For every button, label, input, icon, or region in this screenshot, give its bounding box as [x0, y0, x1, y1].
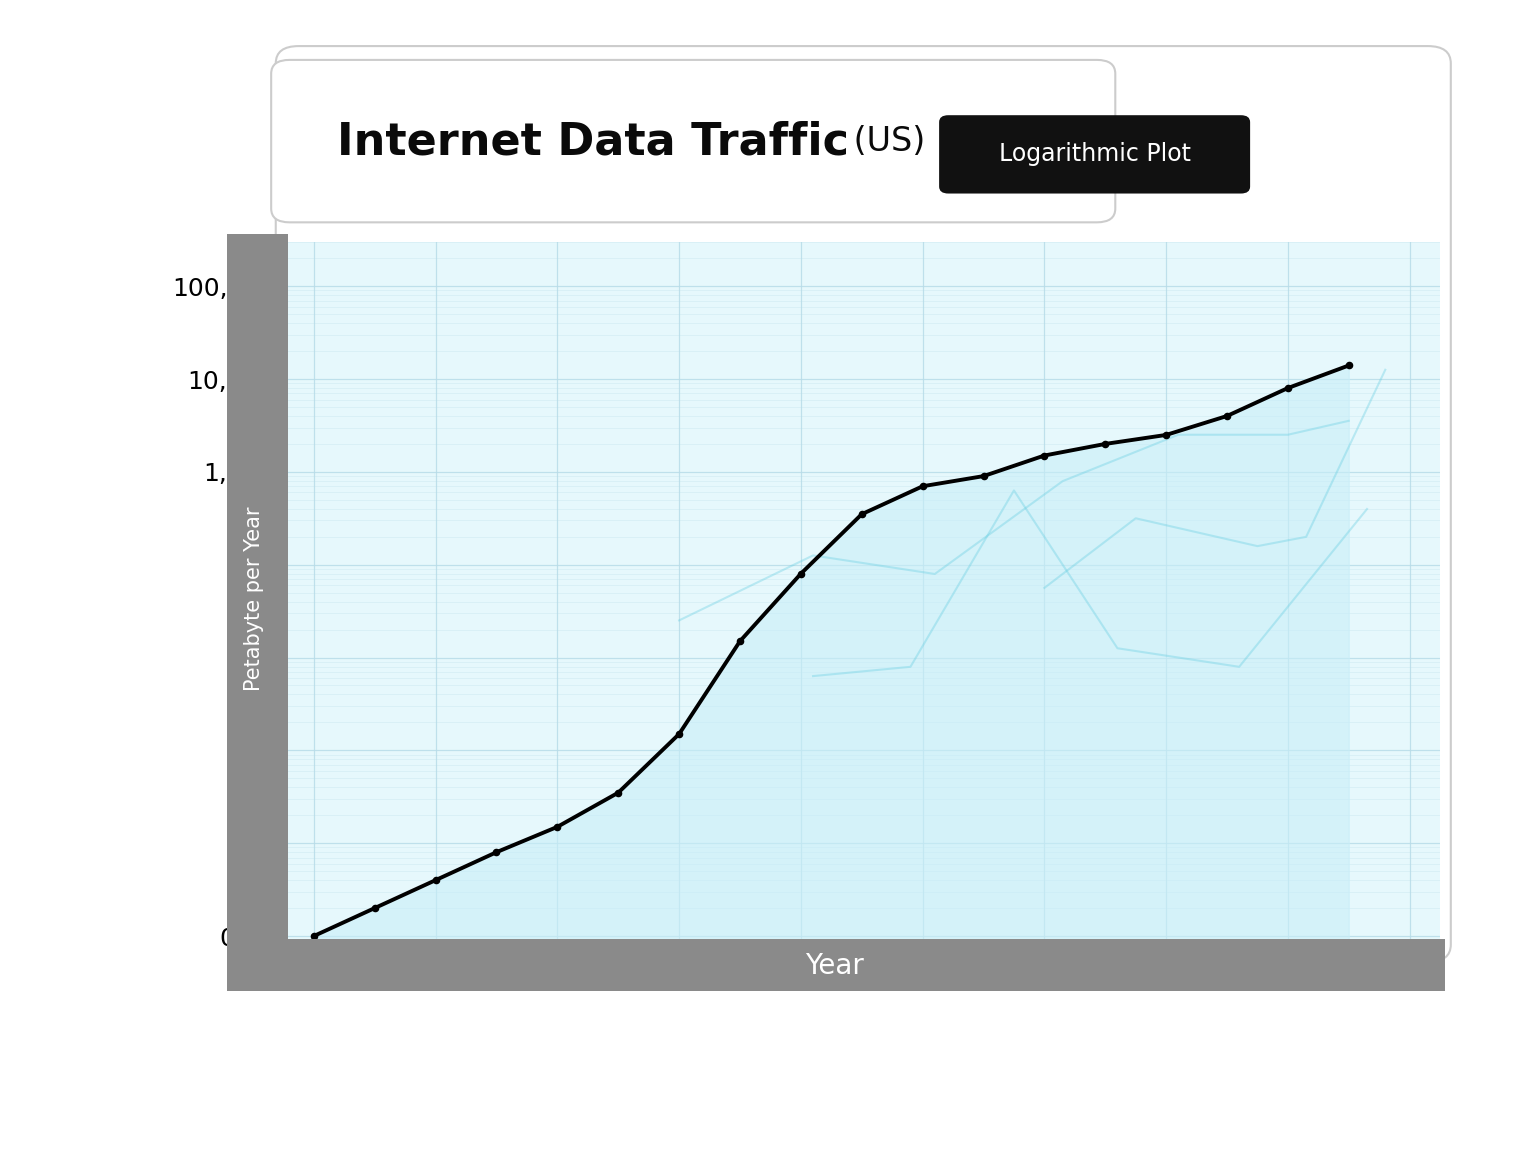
Point: [1215, 407, 1239, 425]
Point: [607, 783, 631, 802]
Point: [971, 467, 996, 485]
Point: [363, 899, 388, 917]
Point: [789, 564, 813, 583]
Text: Internet Data Traffic: Internet Data Traffic: [337, 120, 849, 164]
Point: [728, 632, 752, 651]
Text: Petabyte per Year: Petabyte per Year: [244, 507, 265, 691]
Point: [1033, 446, 1057, 464]
Point: [302, 927, 326, 946]
Text: Logarithmic Plot: Logarithmic Plot: [999, 143, 1190, 166]
Point: [545, 818, 570, 836]
Point: [484, 843, 509, 862]
Point: [1154, 426, 1178, 445]
Point: [910, 477, 935, 495]
Text: Year: Year: [806, 952, 864, 980]
Point: [1276, 379, 1301, 397]
Point: [849, 505, 873, 523]
Point: [423, 871, 447, 889]
Point: [1092, 434, 1117, 453]
Text: (US): (US): [843, 126, 925, 158]
Point: [1336, 356, 1360, 374]
Point: [666, 725, 691, 743]
